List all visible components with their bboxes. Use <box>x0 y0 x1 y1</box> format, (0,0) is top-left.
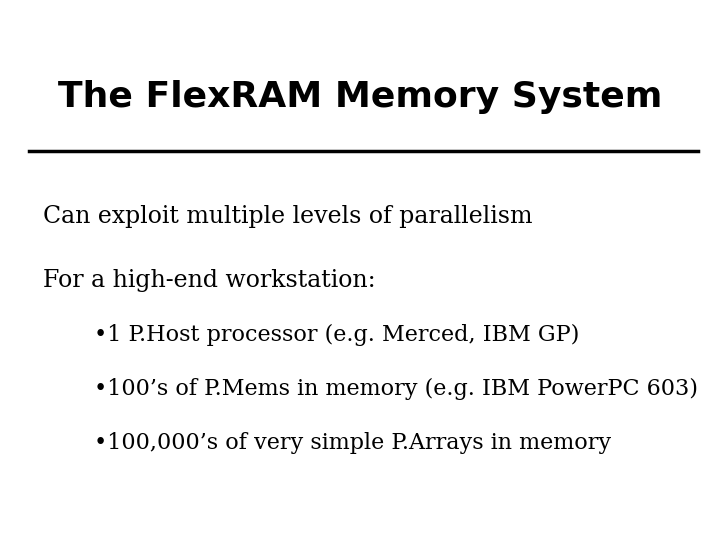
Text: The FlexRAM Memory System: The FlexRAM Memory System <box>58 80 662 114</box>
Text: •100’s of P.Mems in memory (e.g. IBM PowerPC 603): •100’s of P.Mems in memory (e.g. IBM Pow… <box>94 378 698 400</box>
Text: Can exploit multiple levels of parallelism: Can exploit multiple levels of paralleli… <box>43 205 533 227</box>
Text: •1 P.Host processor (e.g. Merced, IBM GP): •1 P.Host processor (e.g. Merced, IBM GP… <box>94 324 579 346</box>
Text: •100,000’s of very simple P.Arrays in memory: •100,000’s of very simple P.Arrays in me… <box>94 432 611 454</box>
Text: For a high-end workstation:: For a high-end workstation: <box>43 269 376 292</box>
